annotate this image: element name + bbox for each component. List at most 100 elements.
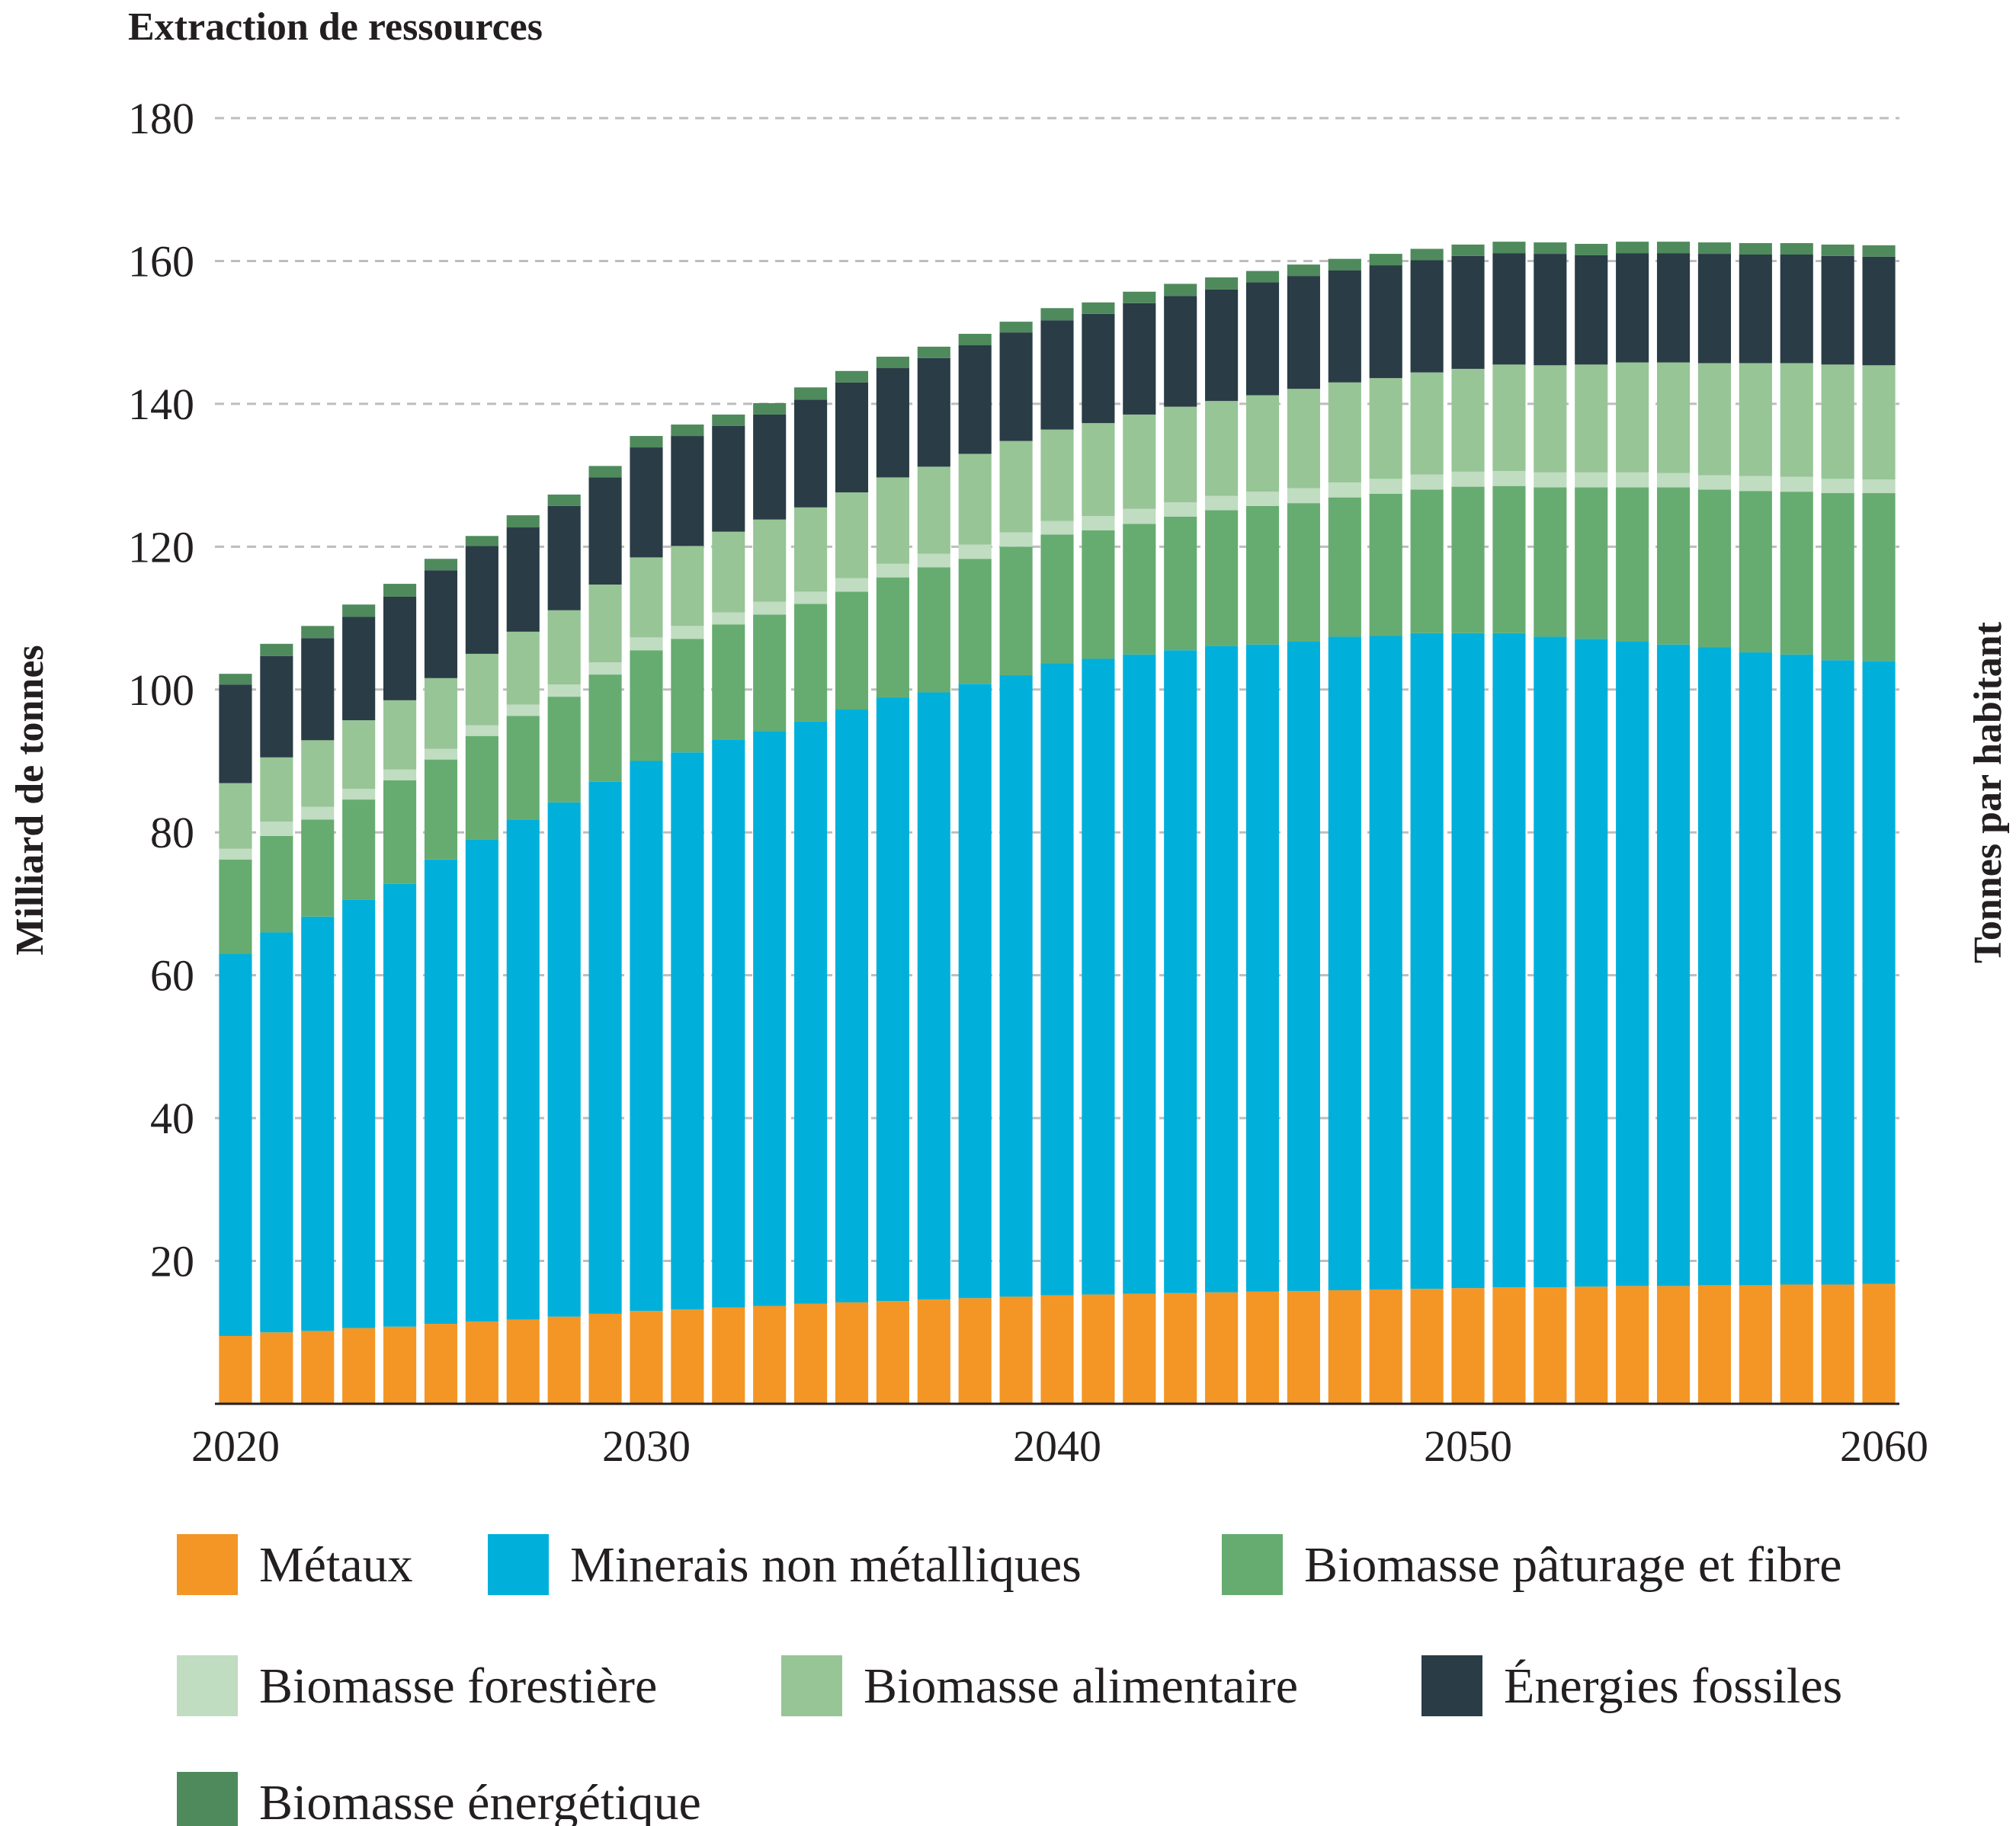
bar-segment (1328, 636, 1361, 1290)
bar-segment (1123, 508, 1156, 524)
chart-title: Extraction de ressources (128, 5, 543, 49)
bar-segment (630, 436, 663, 448)
bar-segment (958, 345, 992, 454)
bar-segment (1821, 244, 1854, 256)
bar-segment (383, 1326, 417, 1404)
bar-segment (1245, 492, 1280, 506)
bar-segment (383, 883, 417, 1327)
bar-segment (588, 466, 622, 478)
bar-segment (1287, 264, 1320, 277)
bar-segment (835, 591, 869, 710)
bar-segment (1492, 364, 1526, 471)
bar-segment (1040, 308, 1074, 321)
bar-segment (506, 704, 540, 716)
bar-segment (1410, 372, 1444, 475)
bar-segment (835, 710, 869, 1302)
bar-segment (1287, 641, 1320, 1291)
bar-segment (917, 1299, 950, 1404)
bar-segment (1369, 378, 1402, 479)
bar-segment (1369, 636, 1402, 1290)
bar-segment (1534, 472, 1567, 488)
bar-segment (383, 584, 417, 597)
bar-segment (588, 585, 622, 663)
y-tick-label: 180 (128, 94, 194, 143)
bar-segment (999, 440, 1033, 533)
bar-segment (301, 916, 335, 1331)
bar-segment (342, 789, 376, 800)
bar-segment (1821, 255, 1854, 365)
bar-segment (999, 1296, 1033, 1404)
bar-segment (1245, 282, 1280, 396)
bar-segment (1492, 470, 1526, 486)
legend-swatch (1222, 1534, 1283, 1595)
bar-segment (260, 932, 293, 1333)
bar-segment (753, 402, 787, 415)
bar-segment (383, 596, 417, 700)
bar-segment (835, 370, 869, 383)
bar-segment (958, 1298, 992, 1404)
bar-segment (1164, 502, 1197, 517)
bar-segment (1616, 472, 1649, 488)
bar-segment (999, 546, 1033, 676)
bar-segment (999, 332, 1033, 441)
bar-segment (794, 399, 828, 508)
bar-segment (630, 761, 663, 1312)
bar-segment (1164, 284, 1197, 296)
bar-segment (876, 577, 909, 698)
bar-segment (1245, 644, 1280, 1292)
bar-segment (588, 781, 622, 1314)
bar-segment (1040, 320, 1074, 430)
bar-segment (506, 515, 540, 528)
bar-segment (547, 505, 581, 610)
bar-segment (1410, 633, 1444, 1289)
bar-segment (1369, 493, 1402, 636)
bar-segment (1697, 363, 1731, 476)
bar-segment (506, 631, 540, 705)
bar-segment (383, 769, 417, 780)
bar-segment (1656, 242, 1691, 254)
bar-segment (219, 1335, 252, 1404)
bar-segment (547, 697, 581, 802)
bar-segment (465, 653, 498, 726)
bar-segment (1164, 1293, 1197, 1404)
bar-segment (1410, 248, 1444, 261)
bar-segment (712, 739, 745, 1308)
bar-segment (958, 453, 992, 545)
bar-segment (1164, 516, 1197, 651)
bar-segment (1575, 255, 1608, 365)
bar-segment (1739, 476, 1772, 492)
bar-segment (219, 674, 252, 685)
bar-segment (219, 783, 252, 849)
bar-segment (424, 1324, 458, 1404)
bar-segment (342, 720, 376, 790)
bar-segment (876, 697, 909, 1302)
legend-swatch (488, 1534, 549, 1595)
bar-segment (1410, 260, 1444, 373)
bar-segment (1575, 487, 1608, 639)
bar-segment (999, 675, 1033, 1297)
bar-segment (1123, 524, 1156, 655)
bar-segment (1697, 647, 1731, 1286)
bar-segment (1534, 365, 1567, 473)
bar-segment (671, 626, 704, 639)
bar-segment (917, 567, 950, 693)
bar-segment (506, 716, 540, 820)
bar-segment (1534, 1287, 1567, 1404)
bar-segment (1123, 414, 1156, 509)
bar-segment (1534, 636, 1567, 1288)
bar-segment (630, 637, 663, 651)
bar-segment (1821, 479, 1854, 494)
bar-segment (219, 859, 252, 954)
bar-segment (1492, 633, 1526, 1288)
bar-segment (1534, 254, 1567, 366)
bar-segment (1575, 243, 1608, 255)
bar-segment (712, 612, 745, 625)
bar-segment (1287, 276, 1320, 389)
bar-segment (1575, 364, 1608, 473)
bar-segment (1123, 291, 1156, 303)
bar-segment (465, 735, 498, 840)
bar-segment (794, 507, 828, 592)
bar-segment (712, 531, 745, 613)
bar-segment (712, 1307, 745, 1404)
